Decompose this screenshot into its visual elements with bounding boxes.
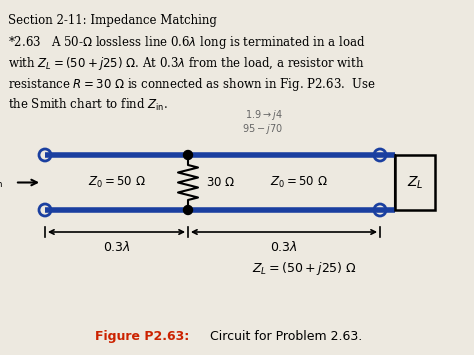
Text: $Z_0 = 50\ \Omega$: $Z_0 = 50\ \Omega$ [270, 175, 328, 190]
Text: $0.3\lambda$: $0.3\lambda$ [102, 240, 130, 254]
Bar [395, 155, 435, 210]
Text: $Z_L = (50 + j25)\ \Omega$: $Z_L = (50 + j25)\ \Omega$ [252, 260, 356, 277]
Text: $Z_L$: $Z_L$ [407, 174, 423, 191]
Text: $0.3\lambda$: $0.3\lambda$ [270, 240, 298, 254]
Text: with $Z_L = (50+ j25)\ \Omega$. At 0.3$\lambda$ from the load, a resistor with: with $Z_L = (50+ j25)\ \Omega$. At 0.3$\… [8, 55, 365, 72]
Text: *2.63   A 50-$\Omega$ lossless line 0.6$\lambda$ long is terminated in a load: *2.63 A 50-$\Omega$ lossless line 0.6$\l… [8, 34, 365, 51]
Text: Circuit for Problem 2.63.: Circuit for Problem 2.63. [210, 330, 362, 343]
Text: the Smith chart to find $Z_{\rm in}$.: the Smith chart to find $Z_{\rm in}$. [8, 97, 168, 113]
Text: Section 2-11: Impedance Matching: Section 2-11: Impedance Matching [8, 14, 217, 27]
Circle shape [183, 151, 192, 159]
Text: resistance $R = 30\ \Omega$ is connected as shown in Fig. P2.63.  Use: resistance $R = 30\ \Omega$ is connected… [8, 76, 376, 93]
Text: $30\ \Omega$: $30\ \Omega$ [206, 176, 236, 189]
Text: $1.9\rightarrow j4$: $1.9\rightarrow j4$ [245, 108, 283, 122]
Circle shape [183, 206, 192, 214]
Text: Figure P2.63:: Figure P2.63: [95, 330, 189, 343]
Text: $Z_0 = 50\ \Omega$: $Z_0 = 50\ \Omega$ [88, 175, 146, 190]
Text: $95 - j70$: $95 - j70$ [242, 122, 283, 136]
Text: $Z_{\rm in}$: $Z_{\rm in}$ [0, 175, 3, 190]
